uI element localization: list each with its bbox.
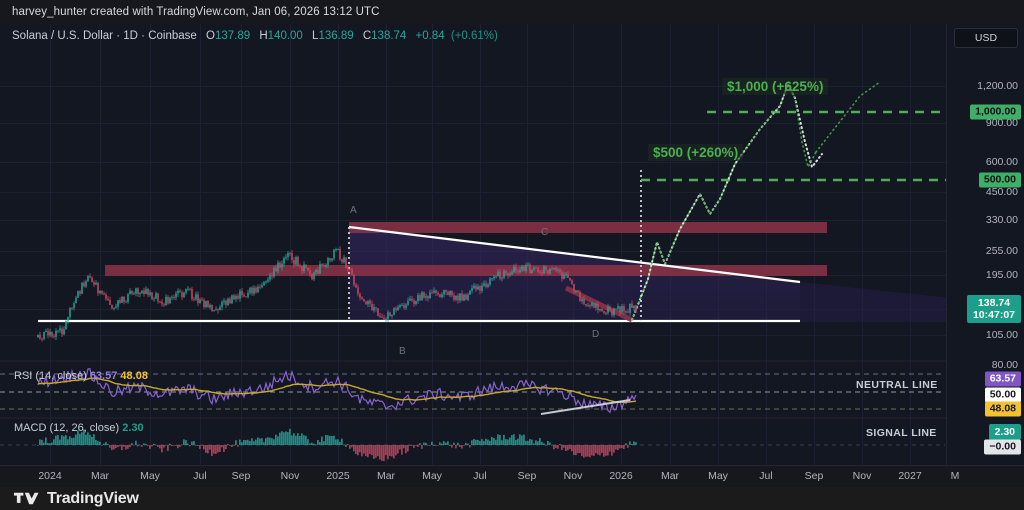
time-tick: Mar	[376, 470, 396, 482]
price-badge[interactable]: 500.00	[978, 172, 1021, 188]
rsi-trendline	[540, 399, 631, 415]
legend-high-label: H	[259, 30, 268, 42]
macd-histogram	[37, 428, 637, 462]
price-badge[interactable]: 1,000.00	[970, 104, 1021, 120]
time-tick: Jul	[473, 470, 487, 482]
rsi-legend-value: 48.08	[120, 370, 148, 382]
rsi-legend-value2: 63.57	[89, 370, 118, 382]
annotation-target-1000: $1,000 (+625%)	[722, 78, 829, 95]
time-tick: Nov	[563, 470, 583, 482]
price-tick: 255.00	[985, 245, 1018, 257]
time-tick: M	[950, 470, 960, 482]
legend-interval[interactable]: 1D	[123, 30, 138, 42]
price-badge[interactable]: 138.74 10:47:07	[966, 295, 1021, 323]
price-tick: 1,200.00	[977, 80, 1018, 92]
resistance-band-lower	[105, 265, 827, 276]
macd-legend[interactable]: MACD (12, 26, close) 2.30	[14, 422, 144, 434]
price-tick: 600.00	[985, 156, 1018, 168]
legend-close-value: 138.74	[371, 30, 407, 42]
time-tick: 2026	[609, 470, 633, 482]
rsi-legend[interactable]: RSI (14, close) 63.57 48.08	[14, 370, 148, 382]
time-tick: Jul	[193, 470, 207, 482]
time-tick: Nov	[280, 470, 300, 482]
time-tick: Sep	[804, 470, 824, 482]
macd-legend-value: 2.30	[122, 422, 144, 434]
price-badge[interactable]: 50.00	[984, 387, 1021, 403]
time-tick: May	[140, 470, 160, 482]
price-tick: 195.00	[985, 269, 1018, 281]
time-tick: Sep	[231, 470, 251, 482]
rsi-legend-name: RSI (14, close)	[14, 370, 87, 382]
time-tick: Mar	[90, 470, 110, 482]
legend-exchange[interactable]: Coinbase	[148, 30, 197, 42]
legend-low-label: L	[312, 30, 319, 42]
time-tick: 2024	[38, 470, 62, 482]
pivot-label-b: B	[399, 346, 406, 357]
time-scale[interactable]: 2024 Mar May Jul Sep Nov 2025 Mar May Jul Sep Nov 20…	[0, 465, 1024, 488]
price-tick: 80.00	[991, 359, 1018, 371]
legend-separator-1: ·	[116, 30, 121, 42]
currency-unit-button[interactable]: USD	[954, 28, 1018, 48]
resistance-band-upper	[349, 222, 827, 233]
legend-open-label: O	[206, 30, 215, 42]
time-tick: 2025	[326, 470, 350, 482]
legend-change: +0.84	[415, 30, 445, 42]
price-scale[interactable]: USD 1,200.00 900.00 600.00 450.00 330.00 255.…	[946, 24, 1024, 465]
chart-legend[interactable]: Solana / U.S. Dollar · 1D · Coinbase O13…	[12, 30, 498, 42]
triangle-extension-shape	[800, 282, 960, 322]
candlestick-series	[37, 246, 637, 342]
price-tick: 330.00	[985, 214, 1018, 226]
price-badge[interactable]: 2.30	[988, 424, 1021, 440]
neutral-line-label: NEUTRAL LINE	[856, 379, 938, 391]
price-projection-retrace	[787, 83, 817, 170]
pivot-label-a: A	[350, 205, 357, 216]
price-tick: 450.00	[985, 186, 1018, 198]
time-tick: Jul	[759, 470, 773, 482]
chart-frame[interactable]: Solana / U.S. Dollar · 1D · Coinbase O13…	[0, 24, 1024, 465]
pivot-label-d: D	[592, 329, 600, 340]
price-badge[interactable]: −0.00	[984, 439, 1021, 455]
legend-symbol[interactable]: Solana / U.S. Dollar	[12, 30, 113, 42]
chart-drawings	[0, 81, 960, 462]
attribution-text: harvey_hunter created with TradingView.c…	[12, 6, 380, 18]
tradingview-wordmark: TradingView	[47, 489, 139, 507]
legend-separator-2: ·	[141, 30, 145, 42]
legend-high-value: 140.00	[267, 30, 303, 42]
rsi-moving-average	[37, 377, 637, 404]
signal-line-label: SIGNAL LINE	[866, 427, 937, 439]
time-tick: 2027	[898, 470, 922, 482]
legend-close-label: C	[362, 30, 372, 42]
price-badge[interactable]: 48.08	[984, 401, 1021, 417]
time-tick: Nov	[852, 470, 872, 482]
time-tick: May	[708, 470, 728, 482]
time-tick: Mar	[660, 470, 680, 482]
attribution-bar: harvey_hunter created with TradingView.c…	[0, 0, 1024, 24]
time-tick: May	[422, 470, 442, 482]
price-badge[interactable]: 63.57	[984, 371, 1021, 387]
price-projection-leg-up	[815, 81, 881, 153]
pivot-label-c: C	[541, 227, 549, 238]
macd-legend-name: MACD (12, 26, close)	[14, 422, 120, 434]
price-tick: 105.00	[985, 329, 1018, 341]
descending-trendline	[348, 225, 801, 284]
annotation-target-500: $500 (+260%)	[648, 144, 744, 161]
footer-bar: TradingView	[0, 487, 1024, 510]
tradingview-mark-icon	[14, 492, 39, 505]
time-tick: Sep	[517, 470, 537, 482]
falling-channel-line	[564, 285, 634, 323]
legend-open-value: 137.89	[214, 30, 251, 42]
legend-low-value: 136.89	[318, 30, 354, 42]
tradingview-logo[interactable]: TradingView	[14, 490, 139, 508]
legend-change-percent: (+0.61%)	[450, 30, 498, 42]
